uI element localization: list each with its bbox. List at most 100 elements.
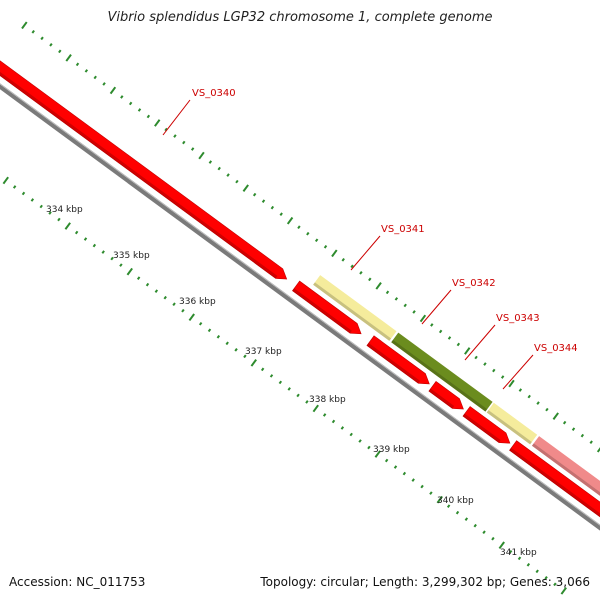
inner-tick-10 — [30, 198, 35, 202]
outer-tick-25 — [242, 184, 249, 192]
outer-tick-63 — [580, 433, 585, 438]
outer-tick-3 — [49, 43, 53, 47]
backbone-highlight — [0, 83, 600, 526]
gene-label-vs-0340[interactable]: VS_0340 — [192, 88, 236, 99]
inner-tick-37 — [269, 374, 274, 378]
outer-tick-62 — [571, 427, 576, 431]
gene-feature-7 — [391, 332, 493, 412]
gene-label-vs-0342[interactable]: VS_0342 — [452, 278, 496, 289]
inner-tick-52 — [402, 471, 407, 476]
inner-tick-51 — [393, 465, 398, 469]
gene-shade-4 — [462, 413, 501, 443]
outer-tick-8 — [93, 75, 97, 80]
outer-tick-22 — [217, 166, 221, 171]
outer-tick-41 — [385, 290, 390, 295]
outer-tick-64 — [589, 440, 593, 444]
inner-tick-38 — [278, 380, 283, 385]
gene-feature-5 — [509, 440, 600, 518]
inner-tick-7 — [2, 176, 9, 185]
inner-tick-48 — [367, 445, 371, 450]
backbone-line — [0, 84, 600, 531]
inner-tick-60 — [473, 523, 477, 528]
gene-shade-5 — [509, 447, 600, 517]
tick-label-340-kbp: 340 kbp — [437, 496, 474, 506]
inner-tick-65 — [517, 556, 522, 561]
inner-tick-64 — [508, 549, 513, 554]
outer-tick-42 — [394, 297, 399, 301]
outer-tick-56 — [518, 388, 523, 392]
inner-tick-53 — [411, 478, 415, 482]
label-leader-0 — [162, 99, 191, 136]
tick-label-339-kbp: 339 kbp — [373, 445, 410, 455]
gene-shade-7 — [391, 339, 488, 412]
inner-tick-55 — [429, 491, 433, 495]
inner-tick-9 — [21, 191, 26, 196]
outer-tick-38 — [359, 271, 363, 275]
inner-tick-43 — [322, 413, 327, 417]
outer-tick-59 — [545, 407, 549, 412]
inner-tick-36 — [260, 367, 265, 372]
gene-shade-1 — [292, 288, 352, 334]
gene-label-vs-0344[interactable]: VS_0344 — [534, 343, 578, 354]
inner-tick-69 — [553, 582, 557, 587]
outer-tick-44 — [412, 310, 416, 314]
outer-tick-51 — [474, 355, 478, 360]
inner-tick-25 — [163, 295, 167, 300]
outer-tick-6 — [75, 62, 80, 67]
tick-label-334-kbp: 334 kbp — [46, 205, 83, 215]
gene-shade-0 — [0, 71, 278, 279]
outer-tick-2 — [40, 36, 44, 41]
inner-tick-57 — [446, 504, 451, 508]
outer-tick-57 — [527, 394, 531, 399]
inner-tick-28 — [188, 313, 195, 322]
inner-tick-39 — [287, 387, 291, 391]
inner-tick-62 — [491, 536, 495, 541]
inner-tick-47 — [358, 439, 362, 443]
outer-tick-54 — [500, 375, 505, 379]
gene-feature-1 — [292, 280, 362, 335]
outer-tick-48 — [447, 336, 452, 340]
outer-tick-53 — [492, 368, 496, 373]
inner-tick-66 — [526, 562, 531, 567]
tick-label-335-kbp: 335 kbp — [113, 251, 150, 261]
gene-label-vs-0341[interactable]: VS_0341 — [381, 224, 425, 235]
outer-tick-26 — [252, 192, 257, 197]
inner-tick-56 — [436, 495, 443, 504]
outer-tick-18 — [182, 140, 186, 145]
outer-tick-31 — [297, 225, 301, 230]
gene-shade-8 — [486, 410, 532, 445]
scale-ticks — [2, 21, 600, 595]
outer-tick-17 — [173, 134, 177, 138]
label-leader-4 — [502, 354, 534, 390]
outer-tick-1 — [31, 29, 35, 34]
outer-tick-16 — [164, 127, 168, 132]
outer-tick-24 — [235, 179, 239, 184]
inner-tick-50 — [384, 458, 389, 463]
inner-tick-49 — [374, 450, 381, 458]
outer-tick-7 — [84, 69, 89, 73]
outer-tick-9 — [102, 82, 106, 86]
gene-label-vs-0343[interactable]: VS_0343 — [496, 313, 540, 324]
outer-tick-30 — [286, 216, 294, 225]
inner-tick-54 — [420, 484, 424, 489]
inner-tick-29 — [198, 321, 203, 326]
label-leader-3 — [464, 324, 496, 361]
inner-tick-32 — [225, 341, 229, 346]
inner-tick-16 — [83, 237, 88, 241]
outer-tick-23 — [226, 173, 230, 177]
outer-tick-52 — [483, 362, 487, 366]
inner-tick-41 — [305, 400, 309, 404]
gene-shade-6 — [313, 282, 392, 341]
gene-feature-9 — [531, 436, 600, 496]
inner-tick-14 — [64, 222, 71, 230]
outer-tick-49 — [456, 342, 461, 347]
inner-tick-59 — [464, 517, 469, 521]
outer-tick-43 — [403, 303, 407, 308]
inner-tick-23 — [145, 282, 150, 287]
outer-tick-60 — [552, 412, 559, 420]
gene-feature-8 — [486, 402, 538, 445]
outer-tick-12 — [128, 101, 133, 106]
inner-tick-44 — [331, 419, 336, 424]
backbone — [0, 83, 600, 531]
outer-tick-65 — [596, 447, 600, 453]
